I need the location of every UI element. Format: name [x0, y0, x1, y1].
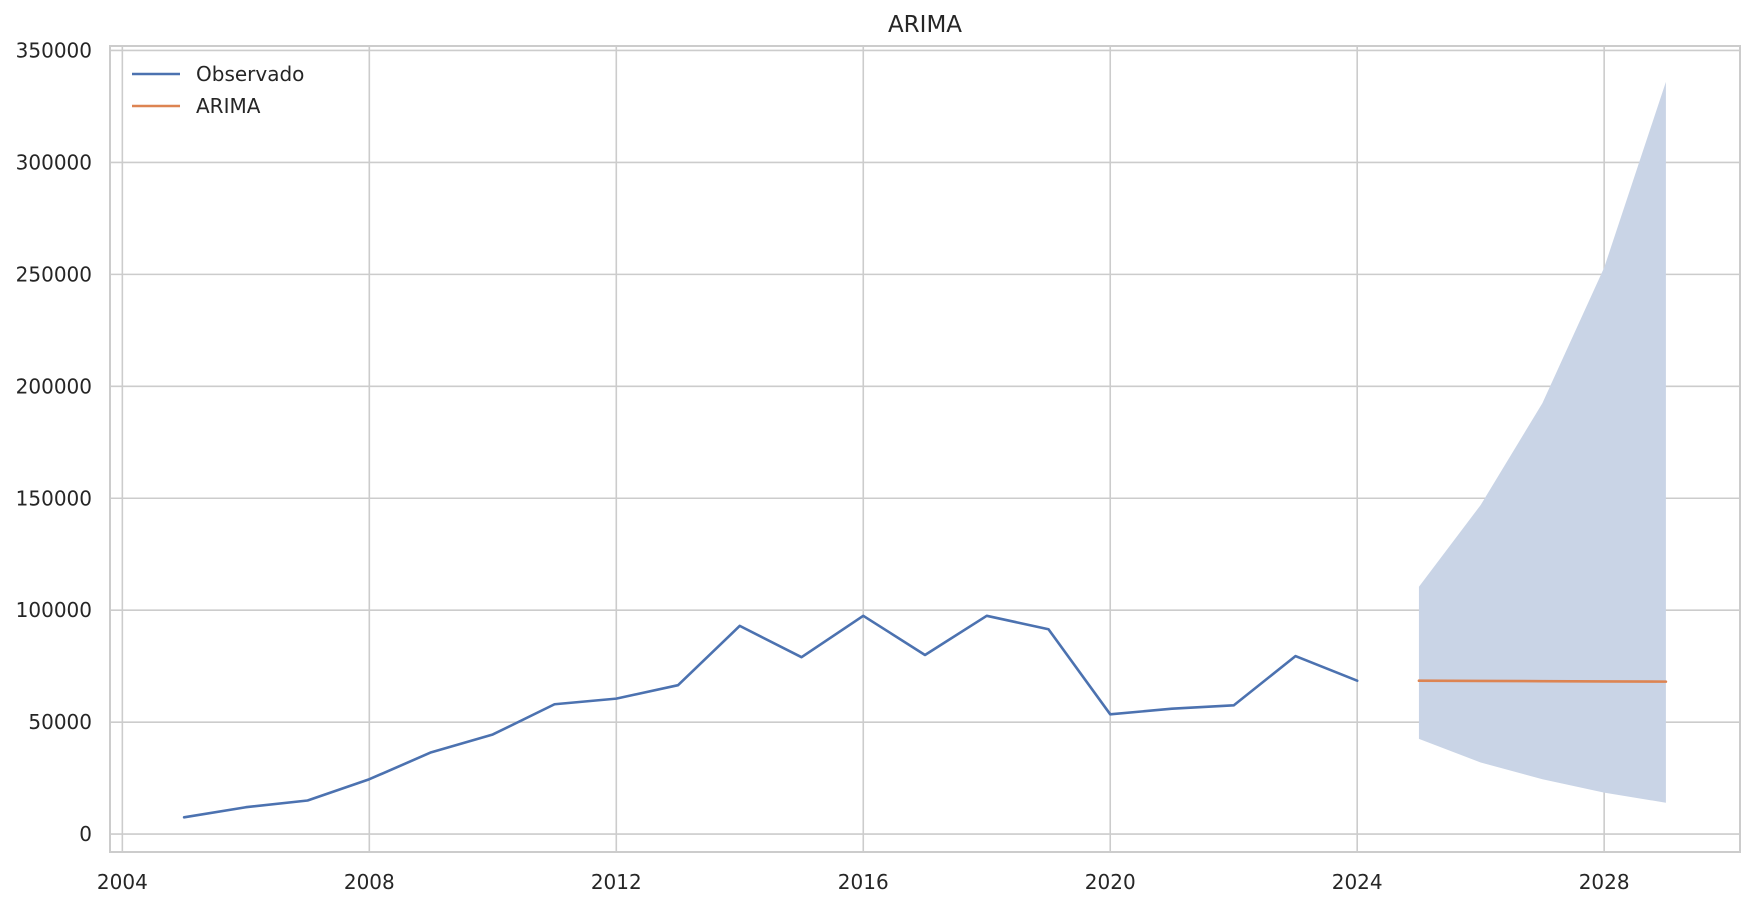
- series-line-observado: [182, 614, 1359, 819]
- chart-title: ARIMA: [888, 12, 962, 38]
- y-tick-label: 200000: [16, 374, 92, 398]
- y-tick-label: 250000: [16, 262, 92, 286]
- x-tick-label: 2008: [344, 870, 395, 894]
- y-tick-label: 100000: [16, 598, 92, 622]
- y-tick-label: 350000: [16, 38, 92, 62]
- y-tick-labels: 0 50000 100000 150000 200000 250000 300000 3500…: [16, 38, 92, 846]
- x-tick-label: 2028: [1579, 870, 1630, 894]
- y-tick-label: 150000: [16, 486, 92, 510]
- x-tick-label: 2020: [1085, 870, 1136, 894]
- legend-label: ARIMA: [196, 94, 261, 118]
- y-tick-label: 50000: [28, 710, 92, 734]
- legend: Observado ARIMA: [132, 62, 304, 118]
- legend-label: Observado: [196, 62, 304, 86]
- y-tick-label: 300000: [16, 150, 92, 174]
- confidence-band-layer: [1418, 81, 1666, 803]
- confidence-band: [1418, 81, 1666, 803]
- x-tick-label: 2016: [838, 870, 889, 894]
- x-tick-labels: 2004 2008 2012 2016 2020 2024 2028: [97, 870, 1630, 894]
- plot-frame: [109, 45, 1741, 853]
- series-line-arima: [1417, 679, 1668, 683]
- x-tick-label: 2012: [591, 870, 642, 894]
- series-lines: [182, 614, 1668, 819]
- y-tick-label: 0: [79, 822, 92, 846]
- x-tick-label: 2024: [1332, 870, 1383, 894]
- x-tick-label: 2004: [97, 870, 148, 894]
